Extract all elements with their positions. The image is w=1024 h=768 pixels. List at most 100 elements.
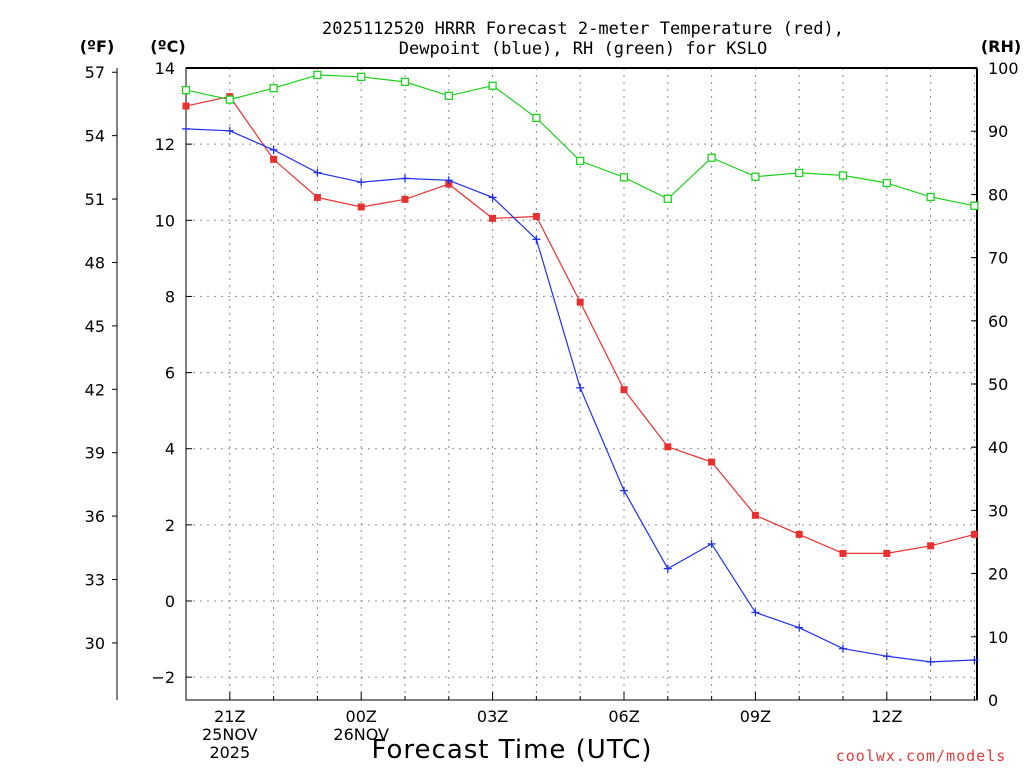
dewpoint-point [401,174,409,183]
rh-point [838,171,848,180]
fahrenheit-tick-label: 39 [85,444,105,463]
rh-tick-label: 50 [988,375,1008,394]
rh-point [532,113,541,123]
x-tick-label: 26NOV [333,725,389,744]
rh-point [269,84,278,93]
dewpoint-point [926,657,935,666]
temperature-point [489,214,497,222]
temperature-point [927,542,935,550]
rh-point [444,91,453,100]
dewpoint-point [620,486,628,495]
temperature-point [270,155,278,163]
temperature-line [185,95,975,555]
temperature-point [751,511,759,519]
fahrenheit-tick-label: 57 [85,63,105,82]
rh-tick-label: 80 [988,185,1008,204]
rh-point [619,173,629,182]
temperature-point [357,203,365,211]
temperature-point [620,386,628,394]
rh-tick-label: 40 [988,438,1008,457]
fahrenheit-tick-label: 36 [85,507,105,526]
temperature-point [313,193,321,201]
rh-tick-label: 90 [988,122,1008,141]
temperature-point [970,530,978,538]
x-tick-label: 00Z [346,707,377,726]
fahrenheit-tick-label: 45 [85,317,105,336]
temperature-point [795,530,803,538]
rh-point [882,178,891,188]
rh-tick-label: 20 [988,565,1008,584]
fahrenheit-tick-label: 42 [85,380,105,399]
celsius-unit-label: (ºC) [150,37,185,56]
rh-point [663,194,672,203]
fahrenheit-tick-label: 54 [85,127,105,146]
rh-point [751,172,760,181]
fahrenheit-tick-label: 30 [85,634,105,653]
x-tick-label: 06Z [608,707,639,726]
x-axis-label: Forecast Time (UTC) [371,735,652,765]
dewpoint-point [839,644,847,653]
dewpoint-point [707,539,716,548]
rh-tick-label: 70 [988,249,1008,268]
celsius-tick-label: 14 [155,59,175,78]
rh-point [357,72,366,81]
rh-tick-label: 60 [988,312,1008,331]
rh-point [926,192,935,202]
rh-tick-label: 100 [988,59,1019,78]
rh-point [181,85,191,95]
x-tick-label: 21Z [214,707,245,726]
dewpoint-point [795,623,804,632]
temperature-point [532,212,540,220]
dewpoint-point [882,652,891,661]
x-tick-label: 09Z [740,707,771,726]
axes [112,67,978,701]
rh-point [225,95,234,104]
credit-text: coolwx.com/models [836,747,1007,765]
celsius-tick-label: 2 [165,516,175,535]
temperature-point [401,195,409,203]
dewpoint-point [313,168,322,177]
dewpoint-point [269,145,278,154]
celsius-tick-label: 8 [165,287,175,306]
temperature-point [664,443,672,451]
x-tick-label: 25NOV [202,725,258,744]
temperature-point [182,102,190,110]
celsius-tick-label: 0 [165,592,175,611]
celsius-tick-label: 6 [165,364,175,383]
temperature-point [576,298,584,306]
fahrenheit-unit-label: (ºF) [80,37,115,56]
dewpoint-point [225,126,234,135]
rh-point [970,201,979,210]
celsius-tick-label: 12 [155,135,175,154]
rh-point [488,81,497,90]
dewpoint-point [751,608,760,617]
rh-tick-label: 0 [988,691,998,710]
rh-point [400,77,410,87]
chart-title-line1: 2025112520 HRRR Forecast 2-meter Tempera… [322,19,844,39]
tick-labels: 30 33 36 39 42 45 48 51 54 57 −2 0 2 4 6 8 10 12 14 0 10 20 30… [85,59,1019,762]
data-series [181,70,979,666]
rh-point [576,156,585,166]
celsius-tick-label: 10 [155,211,175,230]
dewpoint-point [970,656,979,665]
rh-point [313,70,322,80]
rh-tick-label: 30 [988,501,1008,520]
chart-title-line2: Dewpoint (blue), RH (green) for KSLO [399,39,767,59]
temperature-point [708,458,716,466]
fahrenheit-tick-label: 33 [85,571,105,590]
rh-point [795,168,804,178]
dewpoint-point [576,383,585,392]
rh-tick-label: 10 [988,628,1008,647]
dewpoint-point [663,564,672,573]
temperature-point [883,549,891,557]
fahrenheit-tick-label: 48 [85,253,105,272]
x-tick-label: 2025 [209,743,250,762]
dewpoint-point [532,235,541,244]
dewpoint-point [444,176,453,185]
rh-point [707,153,716,162]
dewpoint-point [357,178,366,187]
x-tick-label: 12Z [871,707,902,726]
rh-unit-label: (RH) [981,37,1021,56]
dewpoint-point [488,193,497,202]
